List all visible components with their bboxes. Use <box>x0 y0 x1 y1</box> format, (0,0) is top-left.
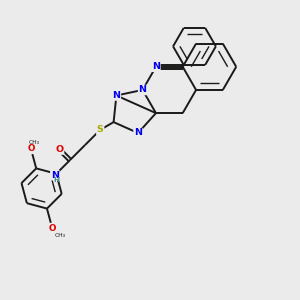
Text: O: O <box>27 144 35 153</box>
Text: O: O <box>49 224 56 232</box>
Text: N: N <box>139 85 147 94</box>
Text: CH₃: CH₃ <box>29 140 40 145</box>
Text: N: N <box>134 128 142 137</box>
Text: S: S <box>97 125 104 134</box>
Text: N: N <box>51 171 59 180</box>
Text: H: H <box>53 177 59 183</box>
Text: CH₃: CH₃ <box>54 233 65 238</box>
Text: O: O <box>56 145 64 154</box>
Text: N: N <box>152 62 160 71</box>
Text: N: N <box>112 91 120 100</box>
